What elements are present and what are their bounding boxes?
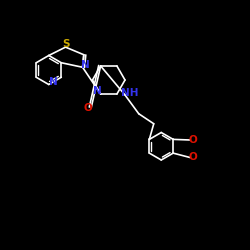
Text: O: O (188, 135, 197, 145)
Text: N: N (50, 76, 58, 86)
Text: O: O (84, 103, 92, 113)
Text: S: S (62, 39, 70, 49)
Text: N: N (81, 60, 90, 70)
Text: N: N (93, 86, 102, 96)
Text: NH: NH (121, 88, 138, 98)
Text: O: O (188, 152, 197, 162)
